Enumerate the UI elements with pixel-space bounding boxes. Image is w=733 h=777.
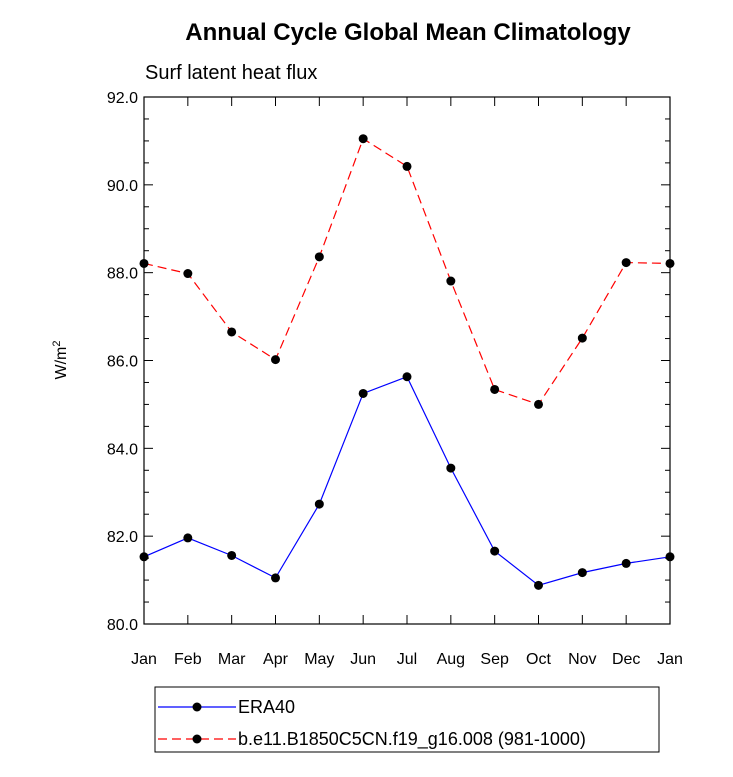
legend-marker-1	[192, 734, 202, 744]
legend-label-1: b.e11.B1850C5CN.f19_g16.008 (981-1000)	[238, 729, 586, 750]
series-1-point	[314, 252, 324, 262]
x-tick-label: Sep	[480, 651, 509, 668]
y-tick-label: 92.0	[107, 90, 138, 107]
x-tick-label: Dec	[612, 651, 640, 668]
series-0-point	[577, 568, 587, 578]
series-0-point	[446, 463, 456, 473]
series-1-point	[577, 333, 587, 343]
x-tick-label: Feb	[174, 651, 202, 668]
y-tick-label: 82.0	[107, 529, 138, 546]
x-tick-label: Jul	[397, 651, 417, 668]
legend-marker-0	[192, 702, 202, 712]
x-tick-label: May	[304, 651, 334, 668]
y-axis-label: W/m2	[51, 341, 70, 380]
y-tick-label: 90.0	[107, 178, 138, 195]
series-0-point	[139, 552, 149, 562]
x-tick-label: Jun	[350, 651, 376, 668]
series-1-point	[227, 327, 237, 337]
series-0-point	[621, 558, 631, 568]
y-axis-label-exponent: 2	[51, 341, 63, 347]
x-tick-label: Jan	[131, 651, 157, 668]
x-tick-label: Aug	[437, 651, 465, 668]
y-tick-label: 80.0	[107, 617, 138, 634]
series-1-point	[621, 258, 631, 268]
series-0-point	[402, 372, 412, 382]
series-0-point	[358, 388, 368, 398]
chart-title: Annual Cycle Global Mean Climatology	[185, 19, 631, 46]
x-tick-label: Nov	[568, 651, 596, 668]
x-tick-label: Apr	[263, 651, 289, 668]
plot-frame	[143, 96, 671, 625]
series-1-point	[271, 355, 280, 365]
series-0-point	[490, 546, 500, 556]
series-line-1	[143, 137, 671, 406]
x-tick-label: Mar	[218, 651, 246, 668]
series-1-point	[446, 276, 456, 286]
legend: ERA40 b.e11.B1850C5CN.f19_g16.008 (981-10…	[154, 686, 660, 753]
x-tick-label: Jan	[657, 651, 683, 668]
series-1-point	[183, 269, 193, 279]
y-tick-labels: 80.0 82.0 84.0 86.0 88.0 90.0 92.0	[107, 90, 138, 634]
y-axis-label-unit: W/m	[53, 347, 70, 380]
series-1-point	[139, 258, 149, 268]
y-tick-label: 88.0	[107, 266, 138, 283]
series-0-point	[314, 499, 324, 509]
series-1-point	[665, 258, 675, 268]
series-0-point	[665, 552, 675, 562]
series-1-point	[490, 384, 500, 394]
x-tick-labels: Jan Feb Mar Apr May Jun Jul Aug Sep Oct Nov Dec Jan	[131, 651, 683, 668]
legend-label-0: ERA40	[238, 697, 295, 717]
legend-box	[154, 686, 660, 753]
x-tick-label: Oct	[526, 651, 551, 668]
series-0-point	[227, 550, 237, 560]
series-1-point	[402, 161, 412, 171]
series-1-point	[358, 134, 368, 144]
y-tick-label: 86.0	[107, 354, 138, 371]
series-1-point	[534, 399, 543, 409]
series-layer	[139, 134, 675, 590]
series-0-point	[534, 580, 543, 590]
series-line-0	[143, 375, 671, 587]
series-0-point	[271, 573, 280, 583]
y-tick-label: 84.0	[107, 441, 138, 458]
chart-subtitle: Surf latent heat flux	[145, 62, 317, 84]
axis-ticks	[143, 96, 671, 625]
series-0-point	[183, 533, 193, 543]
